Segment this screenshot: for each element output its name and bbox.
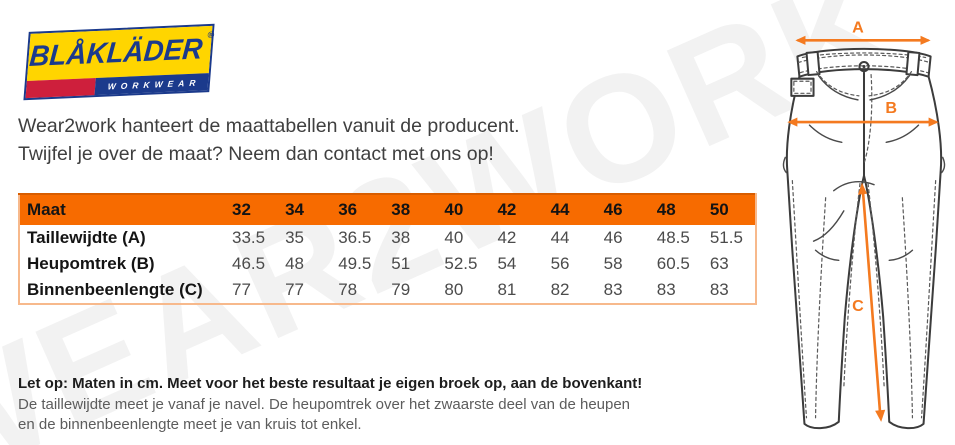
size-value-cell: 46.5 (232, 254, 266, 273)
measure-arrow-B: B (787, 99, 939, 127)
size-value-cell: 83 (709, 280, 729, 299)
intro-line-2: Twijfel je over de maat? Neem dan contac… (18, 143, 494, 165)
size-value-cell: 81 (497, 280, 517, 299)
label-A: A (852, 18, 864, 36)
size-value-cell: 83 (656, 280, 676, 299)
brand-subtitle: WORKWEAR (107, 76, 201, 92)
measure-arrow-C: C (852, 182, 886, 422)
size-value-cell: 48 (285, 254, 305, 273)
size-value-cell: 63 (709, 254, 729, 273)
size-table-row: Taillewijdte (A) 33.5 35 36.5 38 40 42 44 46 48.5… (19, 225, 756, 251)
size-table: Maat 32 34 36 38 40 42 44 46 48 50 Taillewijdte (A… (18, 193, 757, 305)
size-table-header-row: Maat 32 34 36 38 40 42 44 46 48 50 (19, 194, 756, 225)
logo-navy-block: WORKWEAR (94, 73, 209, 96)
front-pocket-left (817, 74, 859, 101)
size-value-cell: 35 (285, 228, 305, 247)
size-row-label: Taillewijdte (A) (27, 228, 146, 247)
note-heading: Let op: Maten in cm. Meet voor het beste… (18, 375, 643, 392)
size-table-header-size: 42 (497, 200, 517, 219)
size-value-cell: 60.5 (656, 254, 690, 273)
note-line-1: De taillewijdte meet je vanaf je navel. … (18, 395, 631, 413)
size-table-header-size: 46 (603, 200, 623, 219)
belt-loop-icon (905, 51, 921, 77)
size-value-cell: 46 (603, 228, 623, 247)
size-table-row: Heupomtrek (B) 46.5 48 49.5 51 52.5 54 56 58 60.5… (19, 251, 756, 277)
size-row-label: Binnenbeenlengte (C) (27, 280, 203, 299)
size-value-cell: 77 (232, 280, 251, 299)
registered-trademark-icon: ® (207, 29, 215, 41)
blaklader-logo: BLÅKLÄDER ® WORKWEAR (23, 23, 215, 101)
pants-measurement-diagram: A B C (782, 18, 946, 430)
logo-red-block (25, 78, 96, 99)
size-row-label: Heupomtrek (B) (27, 254, 155, 273)
size-value-cell: 83 (603, 280, 623, 299)
belt-loop-icon (805, 50, 821, 77)
size-value-cell: 56 (550, 254, 570, 273)
size-table-header-size: 44 (550, 200, 570, 219)
size-value-cell: 42 (497, 228, 517, 247)
size-value-cell: 48.5 (656, 228, 690, 247)
size-table-header-label: Maat (27, 200, 66, 219)
size-value-cell: 51.5 (709, 228, 743, 247)
measure-note: Let op: Maten in cm. Meet voor het beste… (18, 374, 642, 436)
note-line-2: en de binnenbeenlengte meet je van kruis… (18, 416, 362, 433)
size-table-row: Binnenbeenlengte (C) 77 77 78 79 80 81 82 83 83 83 (19, 277, 756, 304)
logo-main-band: BLÅKLÄDER ® (26, 25, 215, 82)
size-value-cell: 51 (391, 254, 411, 273)
brand-name: BLÅKLÄDER (28, 33, 205, 73)
front-pocket-right (869, 74, 911, 101)
label-C: C (852, 297, 864, 315)
size-table-body: Taillewijdte (A) 33.5 35 36.5 38 40 42 44 46 48.5… (19, 225, 756, 304)
size-table-header-size: 40 (444, 200, 464, 219)
size-table-header-size: 48 (656, 200, 676, 219)
coin-pocket-icon (790, 77, 815, 97)
size-value-cell: 40 (444, 228, 464, 247)
size-value-cell: 82 (550, 280, 570, 299)
size-value-cell: 38 (391, 228, 411, 247)
pants-body-shape (785, 47, 943, 430)
intro-text: Wear2work hanteert de maattabellen vanui… (18, 112, 520, 168)
size-table-header-size: 34 (285, 200, 305, 219)
size-value-cell: 80 (444, 280, 464, 299)
label-B: B (885, 99, 897, 117)
size-table-header-size: 38 (391, 200, 411, 219)
size-value-cell: 79 (391, 280, 411, 299)
size-value-cell: 36.5 (338, 228, 372, 247)
size-value-cell: 58 (603, 254, 623, 273)
waist-button-icon (858, 61, 870, 73)
size-value-cell: 44 (550, 228, 570, 247)
size-table-header-size: 50 (709, 200, 729, 219)
size-value-cell: 33.5 (232, 228, 266, 247)
measure-arrow-A: A (795, 18, 931, 45)
size-table-header-size: 36 (338, 200, 358, 219)
size-value-cell: 49.5 (338, 254, 372, 273)
size-value-cell: 54 (497, 254, 517, 273)
size-value-cell: 52.5 (444, 254, 478, 273)
size-table-header-size: 32 (232, 200, 251, 219)
intro-line-1: Wear2work hanteert de maattabellen vanui… (18, 115, 520, 137)
size-value-cell: 77 (285, 280, 305, 299)
size-value-cell: 78 (338, 280, 358, 299)
